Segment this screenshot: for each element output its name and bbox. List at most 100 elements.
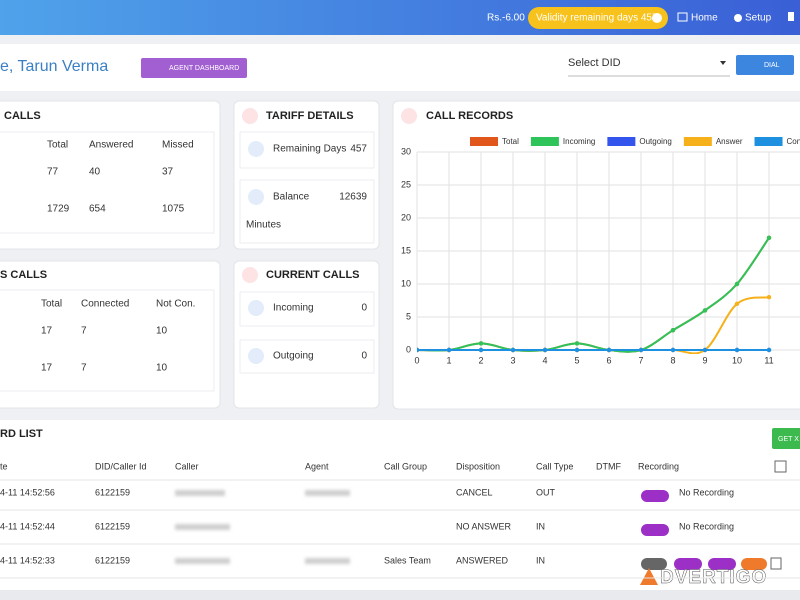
export-button[interactable]: [772, 428, 800, 449]
card-title: CALLS: [4, 110, 41, 122]
incoming-label: Incoming: [273, 303, 314, 314]
column-header: Total: [47, 140, 68, 151]
cell: NO ANSWER: [456, 521, 512, 531]
column-header: Recording: [638, 461, 679, 471]
legend-swatch: [530, 137, 559, 146]
legend-swatch: [683, 137, 712, 146]
download-button[interactable]: [641, 558, 667, 570]
point: [478, 347, 484, 353]
cell: 40: [89, 167, 101, 178]
cell: 7: [81, 326, 87, 337]
phone-icon: [242, 267, 258, 283]
user-button[interactable]: [741, 558, 767, 570]
recording-button[interactable]: [641, 524, 669, 536]
setup-icon: [734, 14, 742, 22]
chart-title: CALL RECORDS: [426, 110, 513, 122]
remaining-value: 457: [350, 144, 367, 155]
legend-swatch: [754, 137, 783, 146]
balance-label: Balance: [273, 192, 310, 203]
legend-swatch: [470, 137, 498, 146]
x-tick-label: 5: [574, 355, 579, 365]
legend-swatch: [607, 137, 636, 146]
select-did[interactable]: Select DID: [568, 57, 621, 69]
column-header: DID/Caller Id: [95, 461, 147, 471]
info-icon: [652, 13, 662, 23]
x-tick-label: 10: [732, 355, 742, 365]
cell: ANSWERED: [456, 555, 509, 565]
legend-label: Total: [502, 137, 519, 146]
cell: 4-11 14:52:56: [0, 487, 55, 497]
setup-link[interactable]: Setup: [745, 13, 772, 24]
legend-label: Connected: [787, 137, 800, 146]
column-header: Call Type: [536, 461, 573, 471]
x-tick-label: 9: [702, 355, 707, 365]
record-list-title: RD LIST: [0, 428, 43, 440]
y-tick-label: 25: [401, 179, 411, 189]
watermark-logo: [640, 568, 658, 585]
y-tick-label: 10: [401, 278, 411, 288]
column-header: te: [0, 461, 8, 471]
series-line: [417, 237, 770, 353]
row-checkbox[interactable]: [770, 557, 782, 570]
point: [542, 347, 548, 353]
agent-dashboard-button[interactable]: [141, 58, 247, 78]
y-tick-label: 0: [406, 344, 411, 354]
validity-pill[interactable]: [528, 7, 668, 29]
home-link[interactable]: Home: [691, 13, 718, 24]
column-header: Caller: [175, 461, 199, 471]
x-tick-label: 8: [670, 355, 675, 365]
balance-value: 12639: [339, 192, 367, 203]
point: [702, 308, 708, 313]
select-all-checkbox[interactable]: [774, 460, 787, 473]
cell: 4-11 14:52:44: [0, 521, 55, 531]
agent-dashboard-label: AGENT DASHBOARD: [169, 65, 239, 72]
cell: No Recording: [679, 521, 734, 531]
select-arrow: [720, 61, 726, 65]
hourglass-icon: [248, 141, 264, 157]
card-title: TARIFF DETAILS: [266, 110, 354, 122]
cell: 1075: [162, 204, 185, 215]
outgoing-label: Outgoing: [273, 351, 314, 362]
top-bar: [0, 0, 800, 35]
column-header: Connected: [81, 299, 129, 310]
plot: [417, 235, 772, 354]
cell: CANCEL: [456, 487, 493, 497]
cell: 77: [47, 167, 59, 178]
recording-button[interactable]: [641, 490, 669, 502]
x-tick-label: 7: [638, 355, 643, 365]
cell: 6122159: [95, 521, 130, 531]
dial-label: DIAL: [764, 62, 780, 69]
cell: 17: [41, 326, 53, 337]
point: [766, 295, 772, 300]
current-calls-card: [233, 260, 380, 409]
point: [702, 347, 708, 353]
point: [734, 347, 740, 353]
cell: 37: [162, 167, 174, 178]
balance-row: [239, 179, 375, 244]
export-label: GET X: [778, 436, 799, 443]
home-icon: [677, 12, 688, 22]
cell: 4-11 14:52:33: [0, 555, 55, 565]
chart-icon: [401, 108, 417, 124]
cell: 6122159: [95, 555, 130, 565]
column-header: Answered: [89, 140, 133, 151]
y-tick-label: 5: [406, 311, 411, 321]
column-header: Agent: [305, 461, 329, 471]
column-header: Missed: [162, 140, 194, 151]
x-tick-label: 1: [446, 355, 451, 365]
edit-button[interactable]: [674, 558, 702, 570]
chart-card: [392, 100, 800, 410]
down-icon: [248, 300, 264, 316]
legend-label: Answer: [716, 137, 743, 146]
blurred-cells: [175, 490, 350, 564]
point: [638, 347, 644, 353]
doc-icon: [788, 12, 794, 21]
dial-button[interactable]: [736, 55, 794, 75]
point: [478, 341, 484, 346]
play-button[interactable]: [708, 558, 736, 570]
x-tick-label: 3: [510, 355, 515, 365]
point: [574, 341, 580, 346]
balance: Rs.-6.00: [487, 13, 525, 24]
record-list: [0, 420, 800, 590]
